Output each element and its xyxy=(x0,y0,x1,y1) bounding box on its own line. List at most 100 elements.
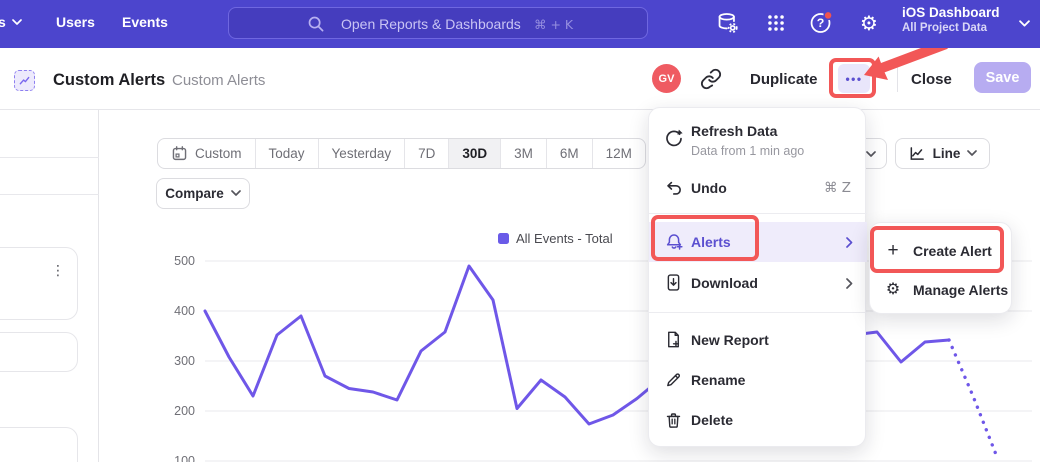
chart-type-label: Line xyxy=(933,146,961,161)
range-12m[interactable]: 12M xyxy=(592,139,645,168)
sidebar-card[interactable] xyxy=(0,427,78,462)
range-custom[interactable]: Custom xyxy=(158,139,255,168)
new-report-icon xyxy=(664,330,684,350)
report-type-icon xyxy=(14,70,35,91)
notification-badge xyxy=(824,11,832,19)
range-7d[interactable]: 7D xyxy=(404,139,448,168)
report-options-menu: Refresh Data Data from 1 min ago Undo ⌘ … xyxy=(648,107,866,447)
pencil-icon xyxy=(664,370,684,390)
menu-divider xyxy=(649,312,867,313)
submenu-manage-alerts-label: Manage Alerts xyxy=(913,282,1008,298)
plus-icon: + xyxy=(884,241,902,259)
menu-item-alerts[interactable]: Alerts xyxy=(649,222,867,262)
range-today[interactable]: Today xyxy=(255,139,318,168)
breadcrumb: Custom Alerts xyxy=(172,72,265,89)
submenu-create-alert-label: Create Alert xyxy=(913,243,992,259)
nav-item-truncated-label: s xyxy=(0,14,6,30)
compare-label: Compare xyxy=(165,186,224,201)
sidebar-card[interactable] xyxy=(0,247,78,320)
search-placeholder: Open Reports & Dashboards xyxy=(341,16,521,32)
menu-item-undo[interactable]: Undo ⌘ Z xyxy=(649,168,867,208)
gear-icon: ⚙ xyxy=(884,280,902,298)
chart-type-button[interactable]: Line xyxy=(895,138,990,169)
legend-swatch-icon xyxy=(498,233,509,244)
undo-icon xyxy=(664,178,684,198)
kebab-menu-icon[interactable]: ⋮ xyxy=(51,263,65,279)
search-shortcut: ⌘ + K xyxy=(534,17,573,32)
menu-item-alerts-label: Alerts xyxy=(691,234,731,250)
menu-item-rename-label: Rename xyxy=(691,372,745,388)
line-chart-icon xyxy=(908,145,926,162)
svg-text:200: 200 xyxy=(174,404,195,418)
menu-item-delete[interactable]: Delete xyxy=(649,400,867,440)
project-name: iOS Dashboard xyxy=(902,5,1034,20)
avatar[interactable]: GV xyxy=(652,64,681,93)
menu-item-rename[interactable]: Rename xyxy=(649,360,867,400)
report-header: Custom Alerts Custom Alerts GV Duplicate… xyxy=(0,48,1040,110)
range-yesterday[interactable]: Yesterday xyxy=(318,139,405,168)
svg-text:300: 300 xyxy=(174,354,195,368)
menu-item-refresh-data[interactable]: Refresh Data Data from 1 min ago xyxy=(649,118,867,162)
more-options-button[interactable]: ••• xyxy=(838,64,870,93)
chart-legend: All Events - Total xyxy=(498,231,613,246)
apps-grid-icon[interactable] xyxy=(763,10,789,36)
menu-item-refresh-subtext: Data from 1 min ago xyxy=(691,144,804,158)
submenu-item-create-alert[interactable]: + Create Alert xyxy=(870,234,1013,268)
menu-item-download-label: Download xyxy=(691,275,758,291)
menu-divider xyxy=(649,213,867,214)
duplicate-button[interactable]: Duplicate xyxy=(750,71,818,88)
svg-text:500: 500 xyxy=(174,254,195,268)
range-6m[interactable]: 6M xyxy=(546,139,592,168)
nav-item-truncated[interactable]: s xyxy=(0,14,22,30)
menu-item-new-report[interactable]: New Report xyxy=(649,320,867,360)
header-divider xyxy=(897,66,898,92)
chevron-down-icon xyxy=(12,19,22,26)
page-title: Custom Alerts xyxy=(53,71,165,90)
top-navigation: s Users Events Open Reports & Dashboards… xyxy=(0,0,1040,48)
search-input[interactable]: Open Reports & Dashboards ⌘ + K xyxy=(228,7,648,39)
range-3m[interactable]: 3M xyxy=(500,139,546,168)
svg-text:400: 400 xyxy=(174,304,195,318)
menu-item-undo-label: Undo xyxy=(691,180,727,196)
project-scope: All Project Data xyxy=(902,22,1034,34)
project-switcher[interactable]: iOS Dashboard All Project Data xyxy=(902,5,1034,43)
close-button[interactable]: Close xyxy=(911,71,952,88)
date-range-selector: Custom Today Yesterday 7D 30D 3M 6M 12M xyxy=(157,138,646,169)
download-icon xyxy=(664,273,684,293)
legend-label: All Events - Total xyxy=(516,231,613,246)
menu-item-download[interactable]: Download xyxy=(649,263,867,303)
nav-item-users[interactable]: Users xyxy=(56,14,95,30)
data-management-icon[interactable] xyxy=(714,10,740,36)
help-icon[interactable]: ? xyxy=(808,10,834,36)
menu-item-new-report-label: New Report xyxy=(691,332,769,348)
copy-link-icon[interactable] xyxy=(700,68,722,90)
chevron-down-icon xyxy=(1019,20,1030,28)
alerts-submenu: + Create Alert ⚙ Manage Alerts xyxy=(869,222,1012,314)
chevron-right-icon xyxy=(846,278,853,289)
chevron-right-icon xyxy=(846,237,853,248)
settings-gear-icon[interactable]: ⚙ xyxy=(856,10,882,36)
sidebar-divider xyxy=(0,157,99,158)
nav-item-events[interactable]: Events xyxy=(122,14,168,30)
menu-item-delete-label: Delete xyxy=(691,412,733,428)
left-sidebar: ⋮ xyxy=(0,110,99,462)
trash-icon xyxy=(664,410,684,430)
chevron-down-icon xyxy=(967,150,977,157)
bell-plus-icon xyxy=(664,232,684,252)
compare-button[interactable]: Compare xyxy=(156,178,250,209)
app-window: 500 400 300 200 100 All Events - Total s Use… xyxy=(0,0,1040,462)
chevron-down-icon xyxy=(231,190,241,197)
svg-text:100: 100 xyxy=(174,454,195,462)
calendar-icon xyxy=(171,145,188,162)
range-30d-selected[interactable]: 30D xyxy=(448,139,500,168)
range-custom-label: Custom xyxy=(195,146,242,161)
chevron-down-icon xyxy=(866,151,876,158)
submenu-item-manage-alerts[interactable]: ⚙ Manage Alerts xyxy=(870,273,1013,307)
menu-item-refresh-label: Refresh Data xyxy=(691,123,777,139)
refresh-icon xyxy=(664,128,684,148)
sidebar-card[interactable] xyxy=(0,332,78,372)
svg-text:?: ? xyxy=(817,16,825,30)
sidebar-divider xyxy=(0,194,99,195)
search-icon xyxy=(307,15,325,33)
save-button[interactable]: Save xyxy=(974,62,1031,93)
